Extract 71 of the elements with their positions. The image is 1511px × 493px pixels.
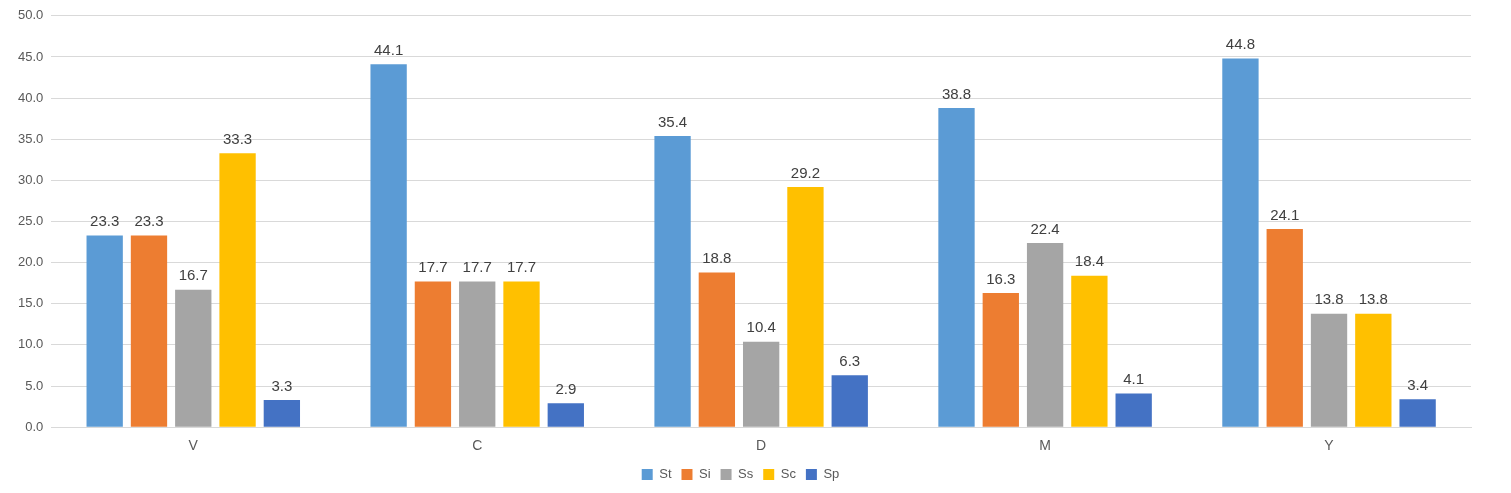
bar (1115, 393, 1152, 427)
data-label: 13.8 (1314, 290, 1344, 308)
bar (938, 107, 975, 427)
x-tick-label: D (756, 437, 767, 454)
y-tick-label: 30.0 (17, 171, 44, 187)
data-label: 3.3 (271, 376, 293, 394)
bar (175, 289, 212, 427)
legend-label: Si (698, 466, 711, 482)
data-label: 10.4 (746, 318, 776, 336)
data-label: 23.3 (90, 212, 120, 230)
data-label: 44.1 (374, 40, 404, 58)
x-tick-label: Y (1324, 437, 1335, 454)
legend-label: Sc (780, 466, 797, 482)
y-tick-label: 5.0 (25, 377, 44, 393)
data-label: 44.8 (1225, 35, 1256, 53)
data-label: 17.7 (462, 258, 492, 276)
bar (787, 186, 824, 427)
bar (1026, 242, 1064, 427)
bar (1310, 313, 1348, 427)
bar (982, 293, 1019, 427)
bar (831, 375, 868, 427)
data-label: 2.9 (555, 379, 577, 397)
data-label: 17.7 (506, 258, 537, 276)
bar (1355, 313, 1392, 427)
bar (698, 272, 736, 427)
y-tick-label: 45.0 (17, 48, 44, 64)
bar (503, 281, 540, 427)
data-label: 4.1 (1123, 370, 1145, 388)
bar (130, 235, 168, 427)
bar (263, 400, 301, 427)
data-label: 3.4 (1407, 375, 1429, 393)
data-label: 24.1 (1270, 205, 1300, 223)
data-label: 29.2 (790, 163, 821, 181)
data-label: 16.3 (986, 269, 1016, 287)
bar (370, 64, 407, 427)
bar (219, 153, 256, 427)
y-tick-label: 50.0 (17, 7, 44, 23)
y-tick-label: 20.0 (17, 254, 44, 270)
legend-label: Ss (738, 466, 754, 482)
data-label: 18.8 (702, 249, 732, 267)
y-tick-label: 35.0 (17, 130, 44, 146)
x-tick-label: M (1039, 437, 1051, 454)
bar (414, 281, 452, 427)
y-tick-label: 25.0 (17, 213, 44, 229)
legend-label: Sp (823, 466, 840, 482)
y-tick-label: 10.0 (17, 336, 44, 352)
legend-label: St (659, 466, 672, 482)
data-label: 17.7 (418, 258, 448, 276)
bar (459, 281, 496, 427)
y-tick-label: 40.0 (17, 89, 44, 105)
bar (1222, 58, 1259, 427)
data-label: 38.8 (941, 84, 972, 102)
data-label: 16.7 (178, 266, 208, 284)
data-label: 13.8 (1358, 290, 1388, 308)
bar (547, 403, 584, 427)
data-label: 18.4 (1074, 252, 1104, 270)
bar (86, 235, 123, 427)
data-label: 23.3 (134, 212, 164, 230)
data-label: 22.4 (1030, 219, 1060, 237)
x-tick-label: V (188, 437, 199, 454)
bar (654, 135, 691, 427)
bar (1266, 228, 1303, 427)
bar (742, 341, 780, 427)
y-tick-label: 15.0 (17, 295, 44, 311)
data-label: 6.3 (839, 352, 861, 369)
x-tick-label: C (472, 437, 483, 454)
data-label: 35.4 (657, 112, 688, 130)
y-tick-label: 0.0 (25, 418, 44, 434)
bar (1071, 275, 1108, 427)
data-label: 33.3 (222, 129, 253, 147)
bar (1399, 399, 1436, 427)
